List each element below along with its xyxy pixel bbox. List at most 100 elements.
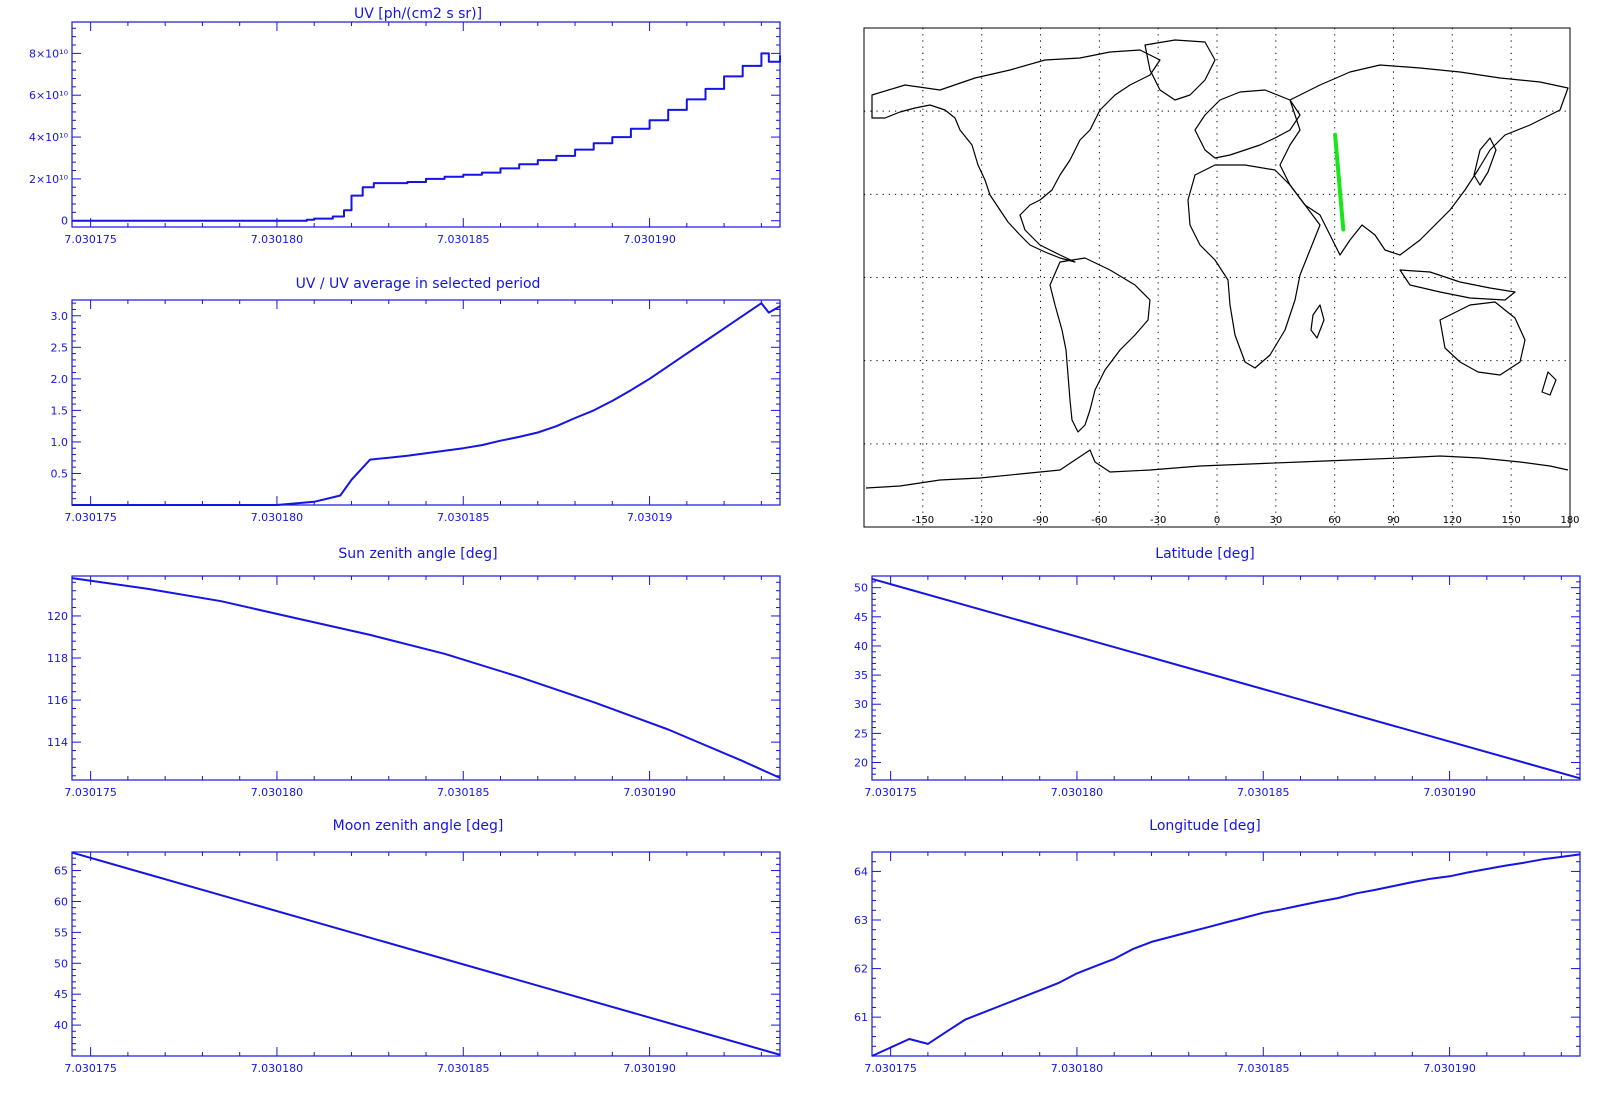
lat-series-line: [871, 577, 1581, 780]
lon-title: Longitude [deg]: [1149, 818, 1260, 834]
lat-y-tick-label: 20: [854, 757, 868, 770]
map-lon-tick-label: 150: [1502, 515, 1521, 526]
uv-y-tick-label: 8×10¹⁰: [29, 47, 69, 60]
ratio-x-tick-label: 7.030185: [437, 511, 490, 524]
map-lon-tick-label: 180: [1560, 515, 1579, 526]
lat-x-tick-label: 7.030190: [1423, 786, 1476, 799]
latitude-chart: 7.030175 7.030180 7.030185 7.030190 20 25 30 35…: [854, 575, 1581, 799]
antarctica-outline: [865, 449, 1569, 489]
ratio-x-tick-label: 7.030175: [64, 511, 117, 524]
moon-y-tick-label: 65: [54, 865, 68, 878]
map-lon-tick-label: -30: [1150, 515, 1166, 526]
lat-y-tick-label: 45: [854, 611, 868, 624]
map-tick-labels: -150 -120 -90 -60 -30 0 30 60 90 120 150 180: [911, 515, 1579, 526]
ratio-x-tick-label: 7.030180: [251, 511, 304, 524]
lon-plot-frame: [871, 851, 1581, 1057]
world-map: -150 -120 -90 -60 -30 0 30 60 90 120 150 180: [863, 27, 1580, 528]
moon-x-tick-label: 7.030175: [64, 1062, 117, 1075]
map-lon-tick-label: -60: [1091, 515, 1107, 526]
uv-series-line: [72, 52, 781, 222]
south-america-outline: [1049, 257, 1151, 433]
sun-x-tick-label: 7.030175: [64, 786, 117, 799]
moon-x-tick-label: 7.030180: [251, 1062, 304, 1075]
satellite-track: [1333, 132, 1346, 232]
sun-plot-frame: [71, 575, 781, 781]
asia-outline: [1279, 64, 1569, 256]
sun-chart: 7.030175 7.030180 7.030185 7.030190 114 116 11…: [47, 575, 781, 799]
sun-y-tick-label: 120: [47, 610, 68, 623]
lon-x-tick-label: 7.030175: [864, 1062, 917, 1075]
europe-outline: [1194, 89, 1301, 159]
ratio-chart: 7.030175 7.030180 7.030185 7.03019 0.5 1.0 1.5…: [51, 299, 781, 524]
map-lon-tick-label: 120: [1443, 515, 1462, 526]
lat-x-tick-label: 7.030180: [1051, 786, 1104, 799]
sun-y-tick-label: 114: [47, 736, 68, 749]
lat-y-tick-label: 35: [854, 669, 868, 682]
uv-chart: 7.030175 7.030180 7.030185 7.030190 0 2×10¹⁰ 4…: [29, 21, 781, 246]
moon-x-tick-label: 7.030185: [437, 1062, 490, 1075]
sun-series-line: [71, 577, 781, 779]
moon-y-tick-label: 45: [54, 988, 68, 1001]
uv-y-tick-label: 4×10¹⁰: [29, 131, 69, 144]
north-america-outline: [871, 49, 1161, 263]
australia-outline: [1439, 301, 1526, 376]
lat-y-tick-label: 25: [854, 727, 868, 740]
sun-x-tick-label: 7.030190: [623, 786, 676, 799]
ratio-x-tick-label: 7.03019: [627, 511, 673, 524]
lat-x-tick-label: 7.030185: [1237, 786, 1290, 799]
map-gridlines: [864, 28, 1570, 527]
longitude-chart: 7.030175 7.030180 7.030185 7.030190 61 62 63 64: [854, 851, 1581, 1075]
ratio-y-tick-label: 1.0: [51, 436, 69, 449]
uv-x-tick-label: 7.030190: [623, 233, 676, 246]
sun-y-tick-label: 116: [47, 694, 68, 707]
sun-title: Sun zenith angle [deg]: [338, 546, 497, 562]
uv-x-tick-label: 7.030175: [64, 233, 117, 246]
uv-y-tick-label: 6×10¹⁰: [29, 89, 69, 102]
africa-outline: [1187, 164, 1321, 369]
map-lon-tick-label: 30: [1269, 515, 1282, 526]
ratio-y-tick-label: 2.0: [51, 373, 69, 386]
uv-x-tick-label: 7.030180: [251, 233, 304, 246]
uv-y-tick-label: 0: [61, 215, 68, 228]
ratio-series-line: [72, 302, 781, 506]
map-lon-tick-label: 0: [1214, 515, 1220, 526]
sun-x-tick-label: 7.030180: [251, 786, 304, 799]
lon-x-tick-label: 7.030185: [1237, 1062, 1290, 1075]
ratio-y-tick-label: 2.5: [51, 341, 69, 354]
map-lon-tick-label: 90: [1387, 515, 1400, 526]
lon-series-line: [871, 853, 1581, 1057]
greenland-outline: [1144, 39, 1216, 101]
ratio-y-tick-label: 1.5: [51, 404, 69, 417]
lat-x-tick-label: 7.030175: [864, 786, 917, 799]
moon-y-tick-label: 40: [54, 1019, 68, 1032]
map-lon-tick-label: 60: [1328, 515, 1341, 526]
lon-y-tick-label: 64: [854, 865, 868, 878]
sun-x-tick-label: 7.030185: [437, 786, 490, 799]
moon-y-tick-label: 50: [54, 957, 68, 970]
map-coastlines: [865, 39, 1569, 489]
map-lon-tick-label: -120: [970, 515, 993, 526]
japan-outline: [1473, 137, 1497, 186]
ratio-plot-frame: [71, 299, 781, 506]
lat-title: Latitude [deg]: [1155, 546, 1254, 562]
lon-y-tick-label: 62: [854, 963, 868, 976]
southeast-asia-islands-outline: [1399, 269, 1516, 301]
moon-y-tick-label: 60: [54, 895, 68, 908]
map-lon-tick-label: -90: [1032, 515, 1048, 526]
lat-y-tick-label: 50: [854, 582, 868, 595]
uv-plot-frame: [71, 21, 781, 228]
lon-y-tick-label: 63: [854, 914, 868, 927]
moon-title: Moon zenith angle [deg]: [333, 818, 504, 834]
uv-x-tick-label: 7.030185: [437, 233, 490, 246]
lat-y-tick-label: 30: [854, 698, 868, 711]
lon-x-tick-label: 7.030190: [1423, 1062, 1476, 1075]
ratio-title: UV / UV average in selected period: [296, 276, 541, 292]
moon-chart: 7.030175 7.030180 7.030185 7.030190 40 45 50 55…: [54, 851, 781, 1075]
lat-y-tick-label: 40: [854, 640, 868, 653]
sun-y-tick-label: 118: [47, 652, 68, 665]
map-lon-tick-label: -150: [911, 515, 934, 526]
moon-series-line: [71, 851, 781, 1056]
lon-y-tick-label: 61: [854, 1011, 868, 1024]
new-zealand-outline: [1541, 371, 1557, 396]
